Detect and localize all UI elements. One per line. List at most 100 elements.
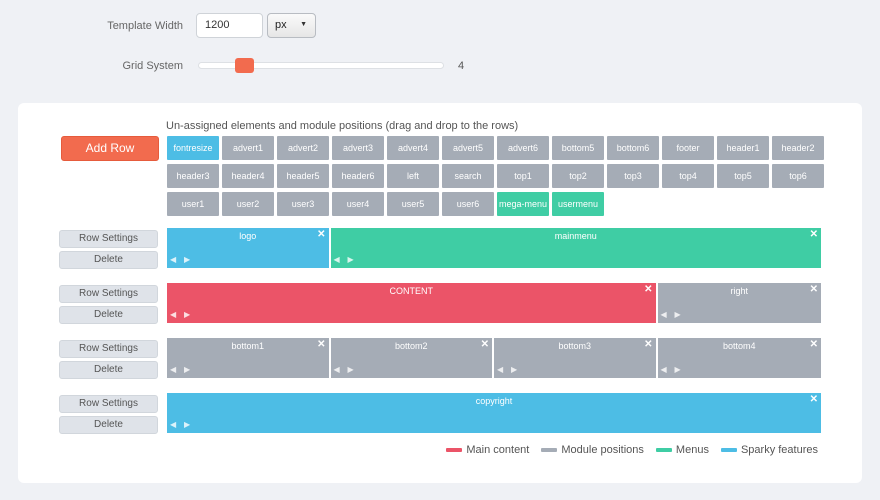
move-right-icon[interactable]: ▶ xyxy=(347,255,354,264)
chevron-down-icon: ▼ xyxy=(300,21,307,28)
unassigned-chip[interactable]: user3 xyxy=(277,192,329,216)
legend-label: Module positions xyxy=(561,444,644,456)
layout-block[interactable]: CONTENT ✕ ◀ ▶ xyxy=(167,283,656,323)
unassigned-chip[interactable]: top1 xyxy=(497,164,549,188)
layout-block[interactable]: logo ✕ ◀ ▶ xyxy=(167,228,329,268)
unassigned-chip[interactable]: user2 xyxy=(222,192,274,216)
add-row-button[interactable]: Add Row xyxy=(61,136,159,161)
unassigned-chip[interactable]: header5 xyxy=(277,164,329,188)
unassigned-chip[interactable]: usermenu xyxy=(552,192,604,216)
grid-system-slider[interactable] xyxy=(198,62,444,69)
close-icon[interactable]: ✕ xyxy=(644,284,653,295)
move-left-icon[interactable]: ◀ xyxy=(660,365,667,374)
unassigned-chip[interactable]: footer xyxy=(662,136,714,160)
unassigned-chip[interactable]: fontresize xyxy=(167,136,219,160)
unassigned-chip[interactable]: search xyxy=(442,164,494,188)
unassigned-chip[interactable]: user1 xyxy=(167,192,219,216)
layout-block[interactable]: right ✕ ◀ ▶ xyxy=(657,283,821,323)
layout-block[interactable]: bottom2 ✕ ◀ ▶ xyxy=(330,338,492,378)
close-icon[interactable]: ✕ xyxy=(809,339,818,350)
unassigned-title: Un-assigned elements and module position… xyxy=(166,120,519,132)
delete-row-button[interactable]: Delete xyxy=(59,251,158,269)
move-left-icon[interactable]: ◀ xyxy=(170,365,177,374)
move-left-icon[interactable]: ◀ xyxy=(660,310,667,319)
move-right-icon[interactable]: ▶ xyxy=(184,420,191,429)
unassigned-chip[interactable]: user4 xyxy=(332,192,384,216)
block-label: copyright xyxy=(475,396,513,406)
move-right-icon[interactable]: ▶ xyxy=(674,365,681,374)
layout-block[interactable]: bottom4 ✕ ◀ ▶ xyxy=(657,338,821,378)
grid-system-row: Grid System 4 xyxy=(0,52,880,80)
close-icon[interactable]: ✕ xyxy=(809,229,818,240)
unassigned-chip[interactable]: advert1 xyxy=(222,136,274,160)
legend-label: Main content xyxy=(466,444,530,456)
legend-item: Main content xyxy=(446,444,529,456)
unassigned-chip[interactable]: header2 xyxy=(772,136,824,160)
legend-item: Sparky features xyxy=(720,444,818,456)
unassigned-chip[interactable]: advert3 xyxy=(332,136,384,160)
layout-block[interactable]: mainmenu ✕ ◀ ▶ xyxy=(330,228,821,268)
layout-block[interactable]: bottom3 ✕ ◀ ▶ xyxy=(494,338,656,378)
unassigned-chip[interactable]: header4 xyxy=(222,164,274,188)
row-settings-button[interactable]: Row Settings xyxy=(59,340,158,358)
move-right-icon[interactable]: ▶ xyxy=(511,365,518,374)
unassigned-chip[interactable]: header6 xyxy=(332,164,384,188)
move-right-icon[interactable]: ▶ xyxy=(184,310,191,319)
close-icon[interactable]: ✕ xyxy=(317,229,326,240)
move-right-icon[interactable]: ▶ xyxy=(184,365,191,374)
unassigned-chip[interactable]: header3 xyxy=(167,164,219,188)
unassigned-chip[interactable]: bottom6 xyxy=(607,136,659,160)
block-label: bottom1 xyxy=(231,341,265,351)
legend-swatch xyxy=(720,448,737,452)
unassigned-chip[interactable]: top5 xyxy=(717,164,769,188)
legend-swatch xyxy=(541,448,558,452)
template-width-input[interactable]: 1200 xyxy=(196,13,263,38)
delete-row-button[interactable]: Delete xyxy=(59,361,158,379)
move-left-icon[interactable]: ◀ xyxy=(333,255,340,264)
move-left-icon[interactable]: ◀ xyxy=(333,365,340,374)
unassigned-chip[interactable]: user5 xyxy=(387,192,439,216)
close-icon[interactable]: ✕ xyxy=(809,284,818,295)
unassigned-chip[interactable]: top4 xyxy=(662,164,714,188)
unassigned-chip[interactable]: header1 xyxy=(717,136,769,160)
legend-label: Menus xyxy=(675,444,709,456)
unassigned-chip[interactable]: advert6 xyxy=(497,136,549,160)
unassigned-chip[interactable]: advert4 xyxy=(387,136,439,160)
unassigned-chip[interactable]: top3 xyxy=(607,164,659,188)
move-right-icon[interactable]: ▶ xyxy=(674,310,681,319)
unassigned-chip[interactable]: mega-menu xyxy=(497,192,549,216)
close-icon[interactable]: ✕ xyxy=(317,339,326,350)
row-settings-button[interactable]: Row Settings xyxy=(59,285,158,303)
grid-system-value: 4 xyxy=(458,60,465,72)
unassigned-chip[interactable]: top6 xyxy=(772,164,824,188)
block-label: CONTENT xyxy=(389,286,434,296)
legend-swatch xyxy=(446,448,463,452)
block-label: bottom4 xyxy=(722,341,756,351)
move-left-icon[interactable]: ◀ xyxy=(497,365,504,374)
move-left-icon[interactable]: ◀ xyxy=(170,310,177,319)
delete-row-button[interactable]: Delete xyxy=(59,306,158,324)
unassigned-chip[interactable]: top2 xyxy=(552,164,604,188)
legend-swatch xyxy=(655,448,672,452)
grid-system-label: Grid System xyxy=(122,60,183,72)
layout-block[interactable]: bottom1 ✕ ◀ ▶ xyxy=(167,338,329,378)
close-icon[interactable]: ✕ xyxy=(644,339,653,350)
close-icon[interactable]: ✕ xyxy=(809,394,818,405)
move-left-icon[interactable]: ◀ xyxy=(170,255,177,264)
legend-label: Sparky features xyxy=(740,444,818,456)
layout-block[interactable]: copyright ✕ ◀ ▶ xyxy=(167,393,821,433)
unassigned-chip[interactable]: user6 xyxy=(442,192,494,216)
close-icon[interactable]: ✕ xyxy=(480,339,489,350)
unassigned-chip[interactable]: advert2 xyxy=(277,136,329,160)
row-settings-button[interactable]: Row Settings xyxy=(59,395,158,413)
grid-system-slider-handle[interactable] xyxy=(234,58,254,73)
delete-row-button[interactable]: Delete xyxy=(59,416,158,434)
row-settings-button[interactable]: Row Settings xyxy=(59,230,158,248)
unassigned-chip[interactable]: bottom5 xyxy=(552,136,604,160)
move-left-icon[interactable]: ◀ xyxy=(170,420,177,429)
move-right-icon[interactable]: ▶ xyxy=(347,365,354,374)
move-right-icon[interactable]: ▶ xyxy=(184,255,191,264)
unit-select[interactable]: px ▼ xyxy=(267,13,316,38)
unassigned-chip[interactable]: advert5 xyxy=(442,136,494,160)
unassigned-chip[interactable]: left xyxy=(387,164,439,188)
